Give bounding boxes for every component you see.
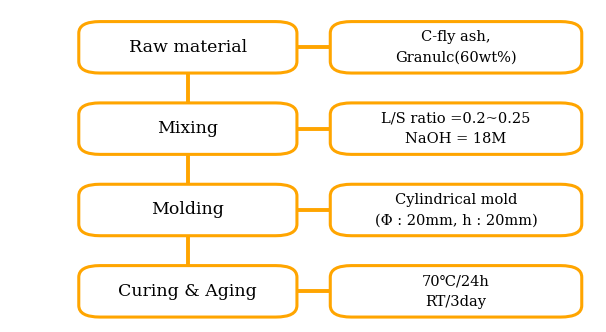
FancyBboxPatch shape xyxy=(330,103,582,154)
Text: Molding: Molding xyxy=(152,202,224,218)
FancyBboxPatch shape xyxy=(79,22,297,73)
FancyBboxPatch shape xyxy=(330,22,582,73)
Text: 70℃/24h
RT/3day: 70℃/24h RT/3day xyxy=(422,274,490,309)
Text: Raw material: Raw material xyxy=(129,39,247,56)
FancyBboxPatch shape xyxy=(79,184,297,236)
FancyBboxPatch shape xyxy=(330,266,582,317)
FancyBboxPatch shape xyxy=(330,184,582,236)
Text: Curing & Aging: Curing & Aging xyxy=(119,283,257,300)
Text: Mixing: Mixing xyxy=(158,120,218,137)
Text: C-fly ash,
Granulc(60wt%): C-fly ash, Granulc(60wt%) xyxy=(395,30,517,65)
Text: Cylindrical mold
(Φ : 20mm, h : 20mm): Cylindrical mold (Φ : 20mm, h : 20mm) xyxy=(375,193,538,227)
FancyBboxPatch shape xyxy=(79,103,297,154)
FancyBboxPatch shape xyxy=(79,266,297,317)
Text: L/S ratio =0.2~0.25
NaOH = 18M: L/S ratio =0.2~0.25 NaOH = 18M xyxy=(381,111,531,146)
